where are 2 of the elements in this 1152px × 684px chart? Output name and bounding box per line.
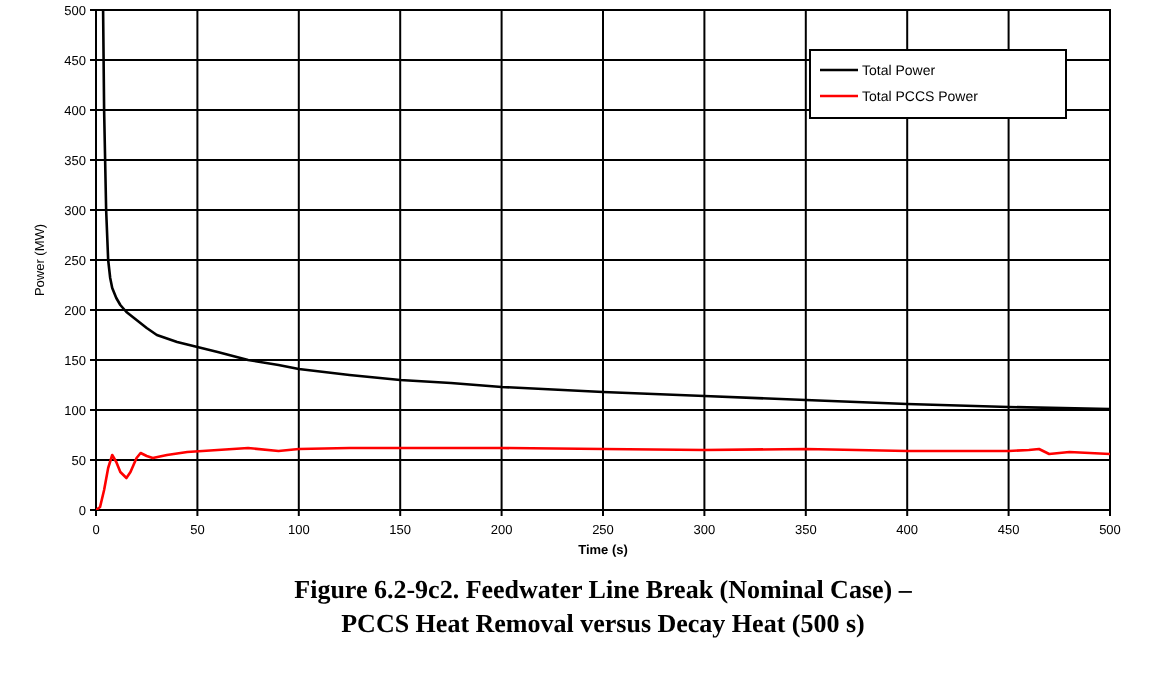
line-series (96, 446, 1110, 510)
text: Figure 6.2-9c2. Feedwater Line Break (Nominal Case) – PCCS Heat Removal versus Decay Heat (500 s) (294, 574, 913, 638)
